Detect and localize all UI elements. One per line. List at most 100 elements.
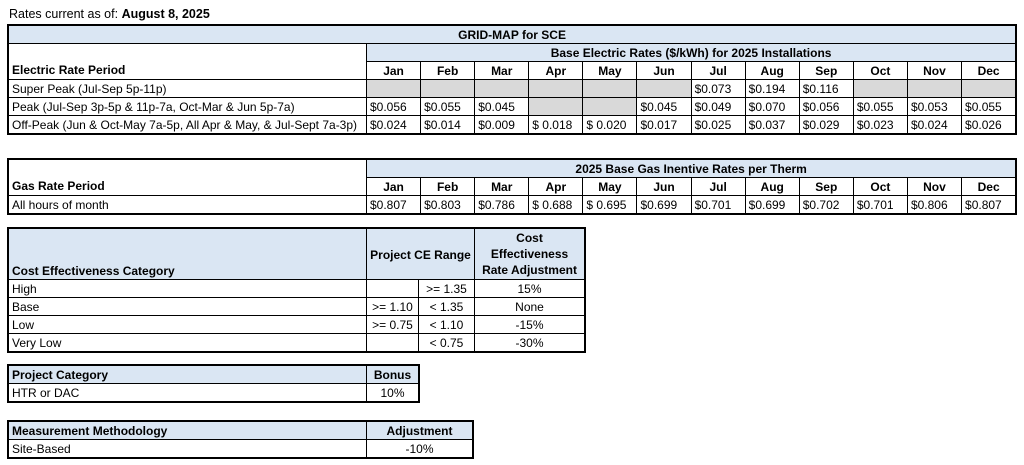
gas-rates-table: 2025 Base Gas Inentive Rates per Therm G… <box>6 158 1018 215</box>
table-row: All hours of month $0.807 $0.803 $0.786 … <box>8 195 1017 214</box>
rate-cell: $0.699 <box>744 195 800 214</box>
rates-as-of: Rates current as of: August 8, 2025 <box>9 7 210 21</box>
rate-cell: $0.803 <box>420 195 476 214</box>
ce-category: Low <box>8 315 367 334</box>
empty-cell <box>582 97 638 116</box>
ce-max: < 1.35 <box>417 297 476 316</box>
ce-max: < 1.10 <box>417 315 476 334</box>
rate-cell: $0.807 <box>365 195 422 214</box>
month-header: Sep <box>798 177 854 196</box>
rate-cell: $0.056 <box>365 97 422 116</box>
empty-cell <box>582 79 638 98</box>
table-row: High >= 1.35 15% <box>8 279 586 298</box>
mm-header-row: Measurement Methodology Adjustment <box>8 421 473 440</box>
table-row: Peak (Jul-Sep 3p-5p & 11p-7a, Oct-Mar & … <box>8 97 1017 116</box>
ce-header-row: Cost Effectiveness Category Project CE R… <box>8 228 586 280</box>
rate-cell: $0.045 <box>636 97 692 116</box>
month-header: Jan <box>365 61 422 80</box>
mm-header: Measurement Methodology <box>8 421 367 440</box>
month-header: Nov <box>906 177 963 196</box>
rate-cell: $0.073 <box>690 79 746 98</box>
rate-cell: $0.116 <box>798 79 854 98</box>
measurement-methodology-table: Measurement Methodology Adjustment Site-… <box>7 420 474 459</box>
rate-cell: $0.009 <box>474 115 530 134</box>
electric-period-header: Electric Rate Period <box>8 61 367 80</box>
month-header: Feb <box>420 177 476 196</box>
ce-adjustment: 15% <box>474 279 586 298</box>
month-header: May <box>582 61 638 80</box>
rate-cell: $0.807 <box>961 195 1017 214</box>
electric-subtitle: Base Electric Rates ($/kWh) for 2025 Ins… <box>365 43 1017 62</box>
electric-title-row: GRID-MAP for SCE <box>7 25 1017 44</box>
gas-subtitle: 2025 Base Gas Inentive Rates per Therm <box>365 159 1017 178</box>
rate-cell: $ 0.688 <box>528 195 584 214</box>
month-header: Aug <box>744 61 800 80</box>
pc-bonus-header: Bonus <box>366 365 419 384</box>
ce-min: >= 1.10 <box>366 297 419 316</box>
ce-max: >= 1.35 <box>417 279 476 298</box>
ce-min: >= 0.75 <box>366 315 419 334</box>
rate-cell: $0.786 <box>474 195 530 214</box>
empty-cell <box>420 79 476 98</box>
month-header: Aug <box>744 177 800 196</box>
rate-cell: $0.024 <box>906 115 963 134</box>
month-header: Jan <box>365 177 422 196</box>
empty-cell <box>852 79 908 98</box>
rate-cell: $0.025 <box>690 115 746 134</box>
month-header: Mar <box>474 177 530 196</box>
month-header: Dec <box>961 177 1017 196</box>
cost-effectiveness-table: Cost Effectiveness Category Project CE R… <box>6 227 587 353</box>
empty-cell <box>528 97 584 116</box>
table-row: Low >= 0.75 < 1.10 -15% <box>8 315 586 334</box>
rate-cell: $ 0.695 <box>582 195 638 214</box>
month-header: Mar <box>474 61 530 80</box>
empty-cell <box>961 79 1017 98</box>
table-row: Very Low < 0.75 -30% <box>8 333 586 352</box>
month-header: Nov <box>906 61 963 80</box>
empty-cell <box>906 79 963 98</box>
table-row: Super Peak (Jul-Sep 5p-11p) $0.073 $0.19… <box>8 79 1017 98</box>
rate-cell: $0.017 <box>636 115 692 134</box>
ce-adjustment-header: Cost Effectiveness Rate Adjustment <box>474 228 586 280</box>
month-header: Jun <box>636 61 692 80</box>
ce-category: Very Low <box>8 333 367 352</box>
pc-header-row: Project Category Bonus <box>8 365 419 384</box>
month-header: Jun <box>636 177 692 196</box>
ce-adjustment: -15% <box>474 315 586 334</box>
electric-rates-table: GRID-MAP for SCE Base Electric Rates ($/… <box>6 24 1018 135</box>
month-header: Feb <box>420 61 476 80</box>
gas-subtitle-row: 2025 Base Gas Inentive Rates per Therm <box>8 159 1017 178</box>
rate-cell: $0.055 <box>420 97 476 116</box>
as-of-date: August 8, 2025 <box>121 7 210 21</box>
rate-cell: $0.055 <box>961 97 1017 116</box>
rate-cell: $0.037 <box>744 115 800 134</box>
ce-max: < 0.75 <box>417 333 476 352</box>
month-header: May <box>582 177 638 196</box>
rate-cell: $0.024 <box>365 115 422 134</box>
rate-cell: $0.029 <box>798 115 854 134</box>
month-header: Oct <box>852 61 908 80</box>
month-header: Dec <box>961 61 1017 80</box>
month-header: Apr <box>528 177 584 196</box>
rate-cell: $0.701 <box>852 195 908 214</box>
rate-cell: $ 0.020 <box>582 115 638 134</box>
rate-cell: $0.699 <box>636 195 692 214</box>
row-label: All hours of month <box>8 195 367 214</box>
table-row: Off-Peak (Jun & Oct-May 7a-5p, All Apr &… <box>8 115 1017 134</box>
ce-category-header: Cost Effectiveness Category <box>8 228 367 280</box>
ce-adjustment: -30% <box>474 333 586 352</box>
as-of-label: Rates current as of: <box>9 7 122 21</box>
rate-cell: $0.045 <box>474 97 530 116</box>
month-header: Jul <box>690 61 746 80</box>
rate-cell: $0.049 <box>690 97 746 116</box>
pc-bonus: 10% <box>366 383 419 402</box>
electric-title: GRID-MAP for SCE <box>7 25 1017 44</box>
mm-adjustment-header: Adjustment <box>366 421 473 440</box>
pc-category: HTR or DAC <box>8 383 367 402</box>
rate-cell: $0.070 <box>744 97 800 116</box>
rate-cell: $0.056 <box>798 97 854 116</box>
ce-range-header: Project CE Range <box>365 228 476 280</box>
rate-cell: $0.194 <box>744 79 800 98</box>
table-row: Base >= 1.10 < 1.35 None <box>8 297 586 316</box>
ce-category: High <box>8 279 367 298</box>
